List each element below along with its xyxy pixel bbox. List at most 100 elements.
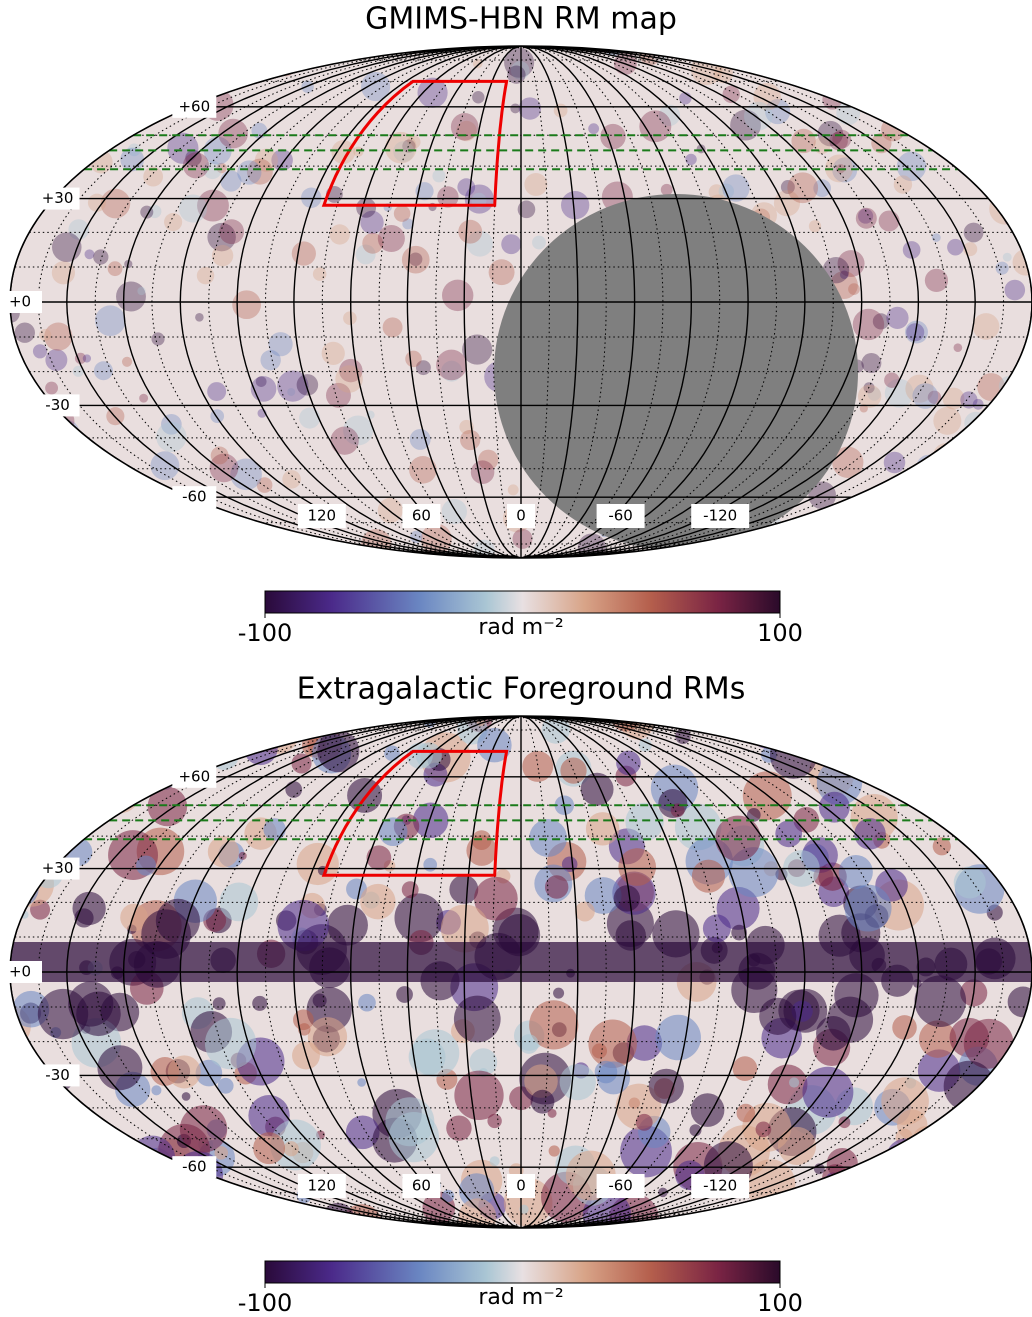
rm-blob (38, 464, 58, 484)
rm-blob (296, 716, 324, 730)
meridian (520, 46, 579, 558)
lat-label: +30 (42, 189, 74, 207)
rm-blob (886, 1138, 925, 1177)
rm-blob (217, 1077, 234, 1094)
rm-blob (54, 57, 78, 81)
rm-blob (10, 528, 29, 554)
rm-blob (788, 1077, 800, 1088)
meridian (520, 716, 806, 1228)
rm-blob (56, 441, 69, 454)
meridian (520, 46, 636, 558)
rm-blob (792, 523, 805, 537)
rm-blob (1016, 1071, 1027, 1082)
rm-blob (68, 219, 90, 240)
rm-blob (10, 869, 39, 908)
lat-label: -30 (45, 1066, 70, 1084)
lon-label: -60 (608, 507, 633, 525)
meridian (520, 46, 693, 558)
rm-blob (914, 975, 967, 1027)
rm-blob (244, 717, 274, 747)
label-box (172, 486, 217, 509)
rm-blob (143, 166, 164, 187)
rm-blob (816, 1016, 851, 1051)
rm-blob (972, 398, 984, 410)
meridian (520, 46, 806, 558)
rm-blob (639, 110, 672, 143)
colorbar-tick-label: 100 (757, 1289, 803, 1317)
rm-blob (127, 143, 141, 157)
lon-label: 0 (516, 1177, 526, 1195)
rm-blob (574, 901, 595, 922)
rm-blob (51, 1160, 100, 1210)
rm-blob (512, 528, 533, 549)
rm-blob (580, 772, 614, 806)
meridian (435, 46, 522, 558)
colorbar-tick-label: 100 (757, 619, 803, 647)
rm-blob (197, 189, 229, 222)
rm-blob (195, 313, 204, 322)
rm-blob (10, 1196, 45, 1228)
rm-blob (143, 525, 171, 554)
rm-blob (147, 786, 188, 827)
meridian (520, 46, 948, 558)
meridian (520, 716, 863, 1228)
rm-blob (522, 751, 554, 782)
rm-blob (507, 484, 519, 496)
lon-label: 60 (412, 1177, 431, 1195)
rm-blob (808, 220, 822, 233)
rm-blob (960, 391, 978, 409)
rm-blob (122, 742, 159, 778)
rm-blob (254, 148, 278, 172)
rm-blob (45, 776, 58, 789)
rm-blob (529, 1000, 579, 1050)
rm-blob (220, 170, 242, 192)
rm-blob (190, 529, 215, 555)
meridian (122, 716, 522, 1228)
rm-blob (93, 249, 109, 265)
rm-blob (937, 716, 958, 729)
rm-blob (824, 540, 847, 558)
rm-blob (924, 268, 949, 293)
label-box (0, 961, 42, 983)
rm-blob (995, 261, 1009, 275)
rm-blob (11, 455, 38, 482)
rm-blob (401, 881, 419, 899)
rm-blob (988, 748, 1015, 776)
meridian (520, 716, 976, 1228)
meridian (378, 46, 522, 558)
rm-blob (504, 47, 535, 78)
meridian (236, 46, 522, 558)
rm-blob (14, 322, 35, 343)
rm-blob (268, 332, 293, 357)
rm-blob (963, 222, 984, 243)
rm-blob (933, 406, 962, 435)
rm-blob (137, 286, 146, 296)
rm-blob (912, 383, 939, 409)
rm-blob (789, 716, 820, 744)
meridian (520, 716, 778, 1228)
rm-blob (478, 449, 499, 470)
rm-blob (942, 387, 965, 410)
rm-blob (353, 146, 364, 157)
rm-blob (838, 854, 873, 890)
rm-blob (227, 46, 246, 63)
rm-blob (437, 186, 459, 208)
colorbar-tick-label: -100 (238, 619, 292, 647)
rm-blob (991, 820, 1022, 850)
rm-blob (256, 477, 273, 493)
meridian (520, 716, 749, 1228)
meridian (208, 716, 522, 1228)
meridian (264, 716, 522, 1228)
lon-label: -120 (703, 1177, 737, 1195)
rm-blob (10, 147, 29, 166)
rm-blob (927, 390, 942, 404)
meridian (264, 46, 522, 558)
rm-blob (150, 451, 180, 481)
rm-blob (930, 65, 948, 83)
rm-blob (219, 528, 233, 543)
rm-blob (360, 883, 396, 920)
rm-blob (10, 842, 30, 875)
rm-blob (952, 1219, 969, 1228)
label-box (402, 1174, 441, 1198)
rm-blob (457, 178, 476, 197)
